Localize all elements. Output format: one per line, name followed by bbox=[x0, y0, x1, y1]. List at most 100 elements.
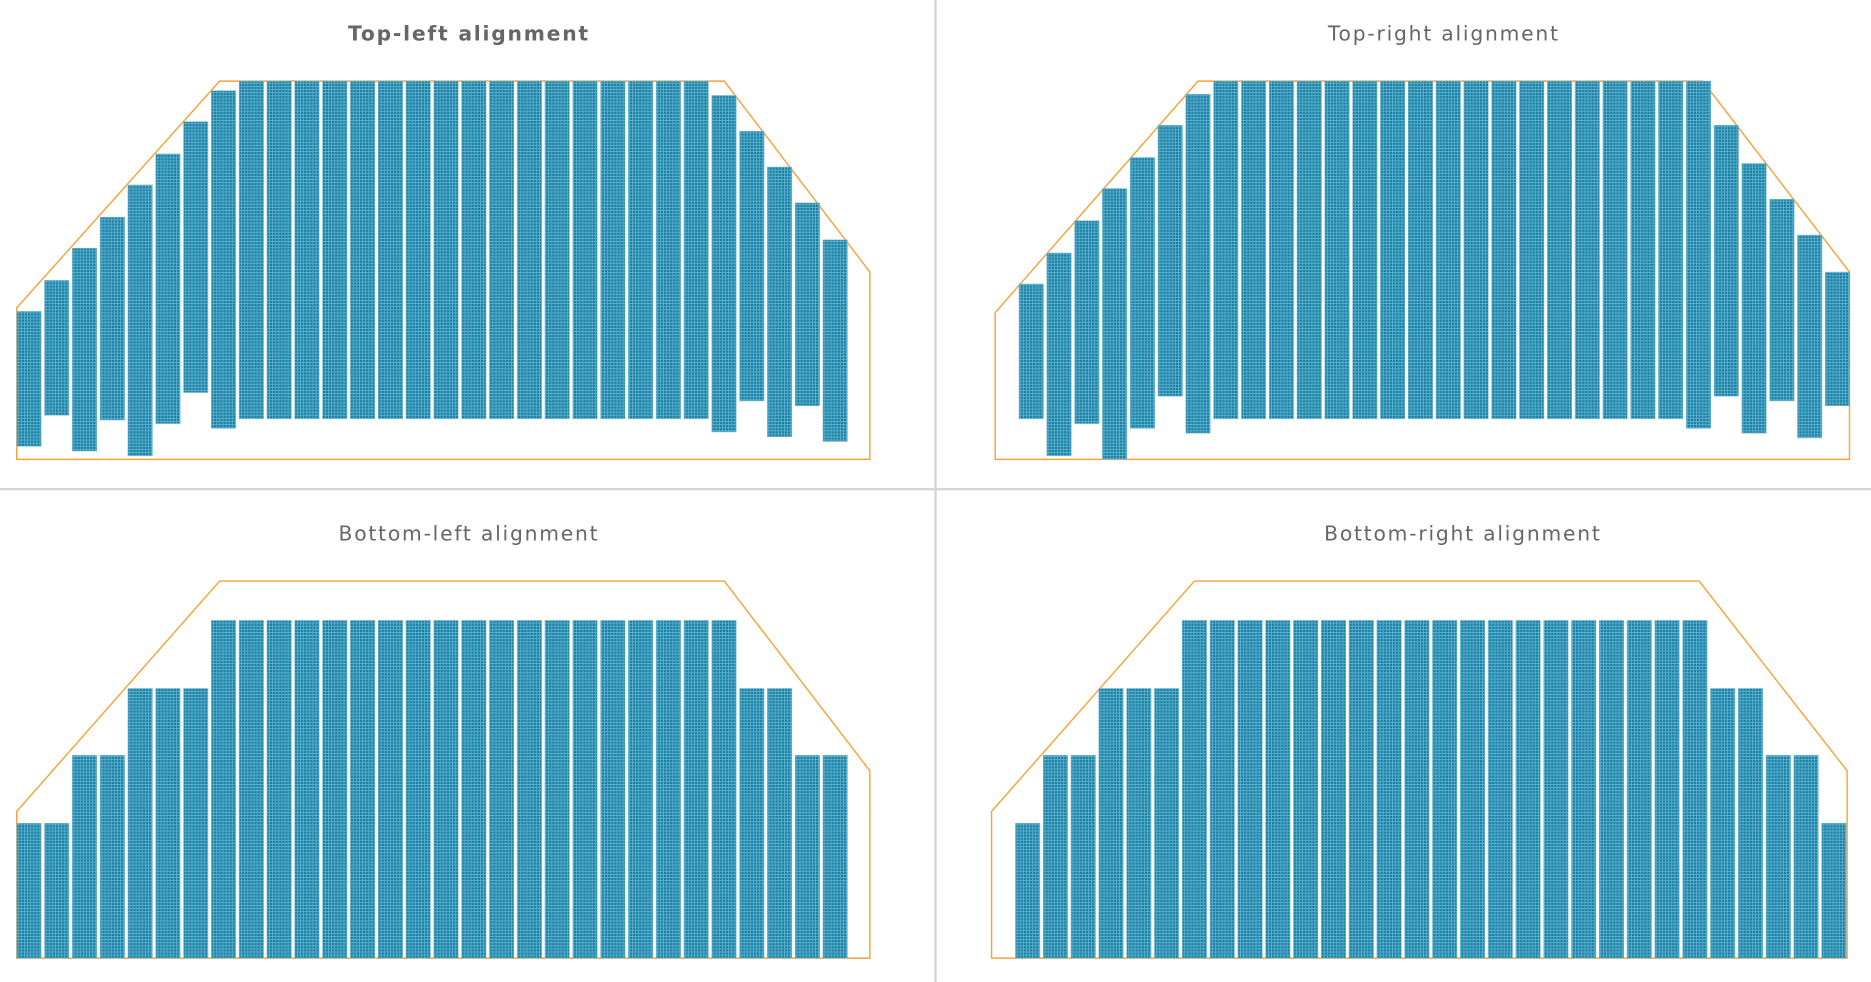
panel-column bbox=[1154, 688, 1180, 959]
panel-column bbox=[155, 153, 181, 424]
panel-column bbox=[72, 247, 98, 452]
panel-column bbox=[628, 620, 654, 959]
panel-column bbox=[405, 80, 431, 420]
panel-column bbox=[16, 823, 42, 959]
panel-column bbox=[1157, 124, 1183, 397]
panel-column bbox=[794, 754, 820, 959]
panel-column bbox=[544, 80, 570, 420]
panel-column bbox=[1543, 620, 1569, 959]
panel-column bbox=[183, 688, 209, 959]
boundary-outline bbox=[990, 580, 1848, 959]
panel-top-left bbox=[16, 80, 871, 461]
panel-column bbox=[1126, 688, 1152, 959]
panel-column bbox=[600, 620, 626, 959]
panel-column bbox=[1348, 620, 1374, 959]
panel-column bbox=[16, 311, 42, 447]
panel-column bbox=[99, 754, 125, 959]
panel-column bbox=[266, 80, 292, 420]
panel-column bbox=[489, 80, 515, 420]
panel-column bbox=[1793, 754, 1819, 959]
panel-column bbox=[683, 80, 709, 420]
panel-column bbox=[1682, 620, 1708, 959]
panel-bottom-right bbox=[990, 580, 1848, 959]
panel-column bbox=[544, 620, 570, 959]
panel-column bbox=[572, 80, 598, 420]
panel-column bbox=[572, 620, 598, 959]
panel-column bbox=[1185, 93, 1211, 434]
panel-column bbox=[72, 754, 98, 959]
panel-column bbox=[1435, 80, 1461, 420]
panel-column bbox=[183, 121, 209, 393]
panel-title-top-left: Top-left alignment bbox=[348, 22, 590, 46]
panel-column bbox=[1181, 620, 1208, 959]
panel-column bbox=[127, 184, 153, 457]
panel-column bbox=[44, 823, 70, 959]
panel-column bbox=[1296, 80, 1322, 420]
panel-title-bottom-right: Bottom-right alignment bbox=[1324, 522, 1601, 546]
panel-column bbox=[1213, 80, 1239, 420]
panel-column bbox=[489, 620, 515, 959]
panel-column bbox=[1042, 754, 1069, 959]
panel-column bbox=[1519, 80, 1545, 420]
panel-column bbox=[405, 620, 431, 959]
panel-column bbox=[655, 620, 681, 959]
panel-column bbox=[238, 620, 264, 959]
panel-column bbox=[1602, 80, 1628, 420]
panel-title-top-right: Top-right alignment bbox=[1327, 22, 1560, 46]
panel-column bbox=[1574, 80, 1600, 420]
panel-column bbox=[628, 80, 654, 420]
panel-column bbox=[711, 95, 737, 433]
panel-title-bottom-left: Bottom-left alignment bbox=[339, 522, 600, 546]
panel-column bbox=[1741, 163, 1767, 434]
panel-column bbox=[1376, 620, 1402, 959]
panel-column bbox=[1685, 80, 1712, 429]
panel-column bbox=[1630, 80, 1656, 420]
panel-column bbox=[767, 166, 793, 438]
panel-column bbox=[211, 90, 237, 429]
panel-column bbox=[1797, 234, 1823, 439]
panel-column bbox=[322, 620, 348, 959]
panel-column bbox=[1737, 688, 1764, 959]
panel-column bbox=[377, 620, 403, 959]
panel-column bbox=[1546, 80, 1573, 420]
panel-column bbox=[1074, 220, 1100, 424]
panel-column bbox=[1293, 620, 1319, 959]
panel-column bbox=[238, 80, 264, 420]
panel-column bbox=[155, 688, 181, 959]
panel-column bbox=[294, 80, 320, 420]
panel-column bbox=[1491, 80, 1517, 420]
panel-column bbox=[294, 620, 320, 959]
panel-column bbox=[1824, 271, 1851, 406]
panel-column bbox=[516, 620, 542, 959]
panel-bottom-left bbox=[16, 580, 871, 959]
panel-column bbox=[1237, 620, 1263, 959]
panel-top-right bbox=[994, 80, 1851, 461]
panel-column bbox=[1265, 620, 1291, 959]
panel-column bbox=[1015, 823, 1041, 959]
panel-column bbox=[1658, 80, 1684, 420]
panel-column bbox=[377, 80, 403, 420]
panel-column bbox=[1713, 124, 1739, 397]
panel-column bbox=[1102, 188, 1128, 460]
panel-column bbox=[1018, 283, 1044, 420]
panel-column bbox=[433, 620, 459, 959]
panel-column bbox=[1654, 620, 1680, 959]
panel-column bbox=[767, 688, 793, 959]
panel-column bbox=[1268, 80, 1294, 420]
panel-column bbox=[127, 688, 153, 959]
panel-column bbox=[1710, 688, 1736, 959]
panel-column bbox=[1070, 754, 1096, 959]
panel-column bbox=[600, 80, 626, 420]
panel-column bbox=[1046, 252, 1072, 457]
panel-column bbox=[1352, 80, 1378, 420]
panel-column bbox=[350, 80, 376, 420]
panel-column bbox=[433, 80, 459, 420]
panel-column bbox=[1765, 754, 1791, 959]
panel-column bbox=[1324, 80, 1350, 420]
panel-column bbox=[461, 620, 487, 959]
panel-column bbox=[1598, 620, 1625, 959]
panel-column bbox=[794, 202, 820, 406]
panel-column bbox=[1320, 620, 1347, 959]
panel-column bbox=[1380, 80, 1406, 420]
panel-column bbox=[683, 620, 709, 959]
